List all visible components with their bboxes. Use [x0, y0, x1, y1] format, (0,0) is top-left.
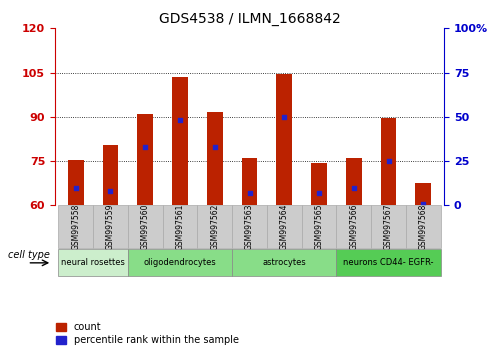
Bar — [416, 183, 431, 205]
Text: oligodendrocytes: oligodendrocytes — [144, 258, 217, 267]
Point — [315, 190, 323, 196]
Point — [419, 201, 427, 206]
Point — [350, 185, 358, 190]
FancyBboxPatch shape — [336, 249, 441, 276]
Text: GSM997561: GSM997561 — [176, 203, 185, 250]
Text: GSM997559: GSM997559 — [106, 203, 115, 250]
Text: GSM997566: GSM997566 — [349, 203, 358, 250]
Point — [106, 188, 114, 194]
Text: cell type: cell type — [8, 250, 50, 260]
Text: neurons CD44- EGFR-: neurons CD44- EGFR- — [343, 258, 434, 267]
Point — [141, 144, 149, 150]
FancyBboxPatch shape — [128, 205, 163, 248]
FancyBboxPatch shape — [301, 205, 336, 248]
Text: GSM997560: GSM997560 — [141, 203, 150, 250]
Bar — [68, 160, 83, 205]
Point — [211, 144, 219, 150]
Text: GSM997567: GSM997567 — [384, 203, 393, 250]
Text: GSM997563: GSM997563 — [245, 203, 254, 250]
Point — [72, 185, 80, 190]
Point — [246, 190, 253, 196]
Point — [176, 118, 184, 123]
Bar — [276, 74, 292, 205]
FancyBboxPatch shape — [336, 205, 371, 248]
Text: GSM997564: GSM997564 — [280, 203, 289, 250]
FancyBboxPatch shape — [58, 205, 93, 248]
Bar — [242, 158, 257, 205]
Point — [385, 158, 393, 164]
Text: GSM997565: GSM997565 — [314, 203, 323, 250]
Bar — [381, 118, 396, 205]
FancyBboxPatch shape — [58, 249, 128, 276]
Text: astrocytes: astrocytes — [262, 258, 306, 267]
Bar — [207, 113, 223, 205]
Text: GSM997568: GSM997568 — [419, 203, 428, 250]
Bar — [137, 114, 153, 205]
Bar — [103, 145, 118, 205]
FancyBboxPatch shape — [371, 205, 406, 248]
Text: neural rosettes: neural rosettes — [61, 258, 125, 267]
FancyBboxPatch shape — [406, 205, 441, 248]
FancyBboxPatch shape — [93, 205, 128, 248]
FancyBboxPatch shape — [267, 205, 301, 248]
FancyBboxPatch shape — [232, 249, 336, 276]
Point — [280, 114, 288, 120]
FancyBboxPatch shape — [232, 205, 267, 248]
Bar — [311, 162, 327, 205]
Legend: count, percentile rank within the sample: count, percentile rank within the sample — [52, 319, 243, 349]
Bar — [346, 158, 362, 205]
FancyBboxPatch shape — [163, 205, 198, 248]
Text: GSM997558: GSM997558 — [71, 203, 80, 250]
FancyBboxPatch shape — [128, 249, 232, 276]
FancyBboxPatch shape — [198, 205, 232, 248]
Bar — [172, 77, 188, 205]
Title: GDS4538 / ILMN_1668842: GDS4538 / ILMN_1668842 — [159, 12, 340, 26]
Text: GSM997562: GSM997562 — [210, 203, 219, 250]
